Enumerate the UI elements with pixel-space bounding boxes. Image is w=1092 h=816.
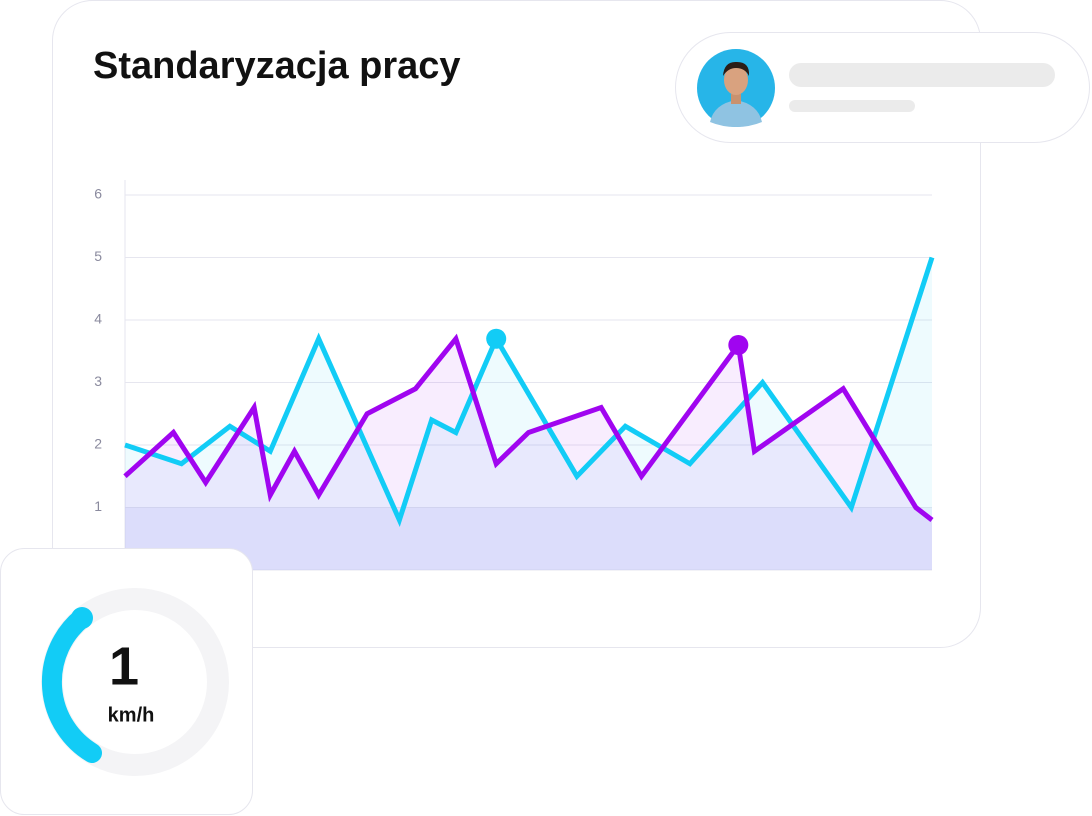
chart-card bbox=[52, 0, 981, 648]
avatar-neck bbox=[731, 94, 741, 104]
y-tick-label: 1 bbox=[94, 498, 102, 514]
profile-card bbox=[675, 32, 1090, 143]
highlight-point bbox=[486, 328, 507, 349]
gauge-arc bbox=[41, 608, 102, 763]
placeholder-line bbox=[789, 63, 1055, 87]
gauge-value: 1 bbox=[109, 636, 139, 696]
plot-base bbox=[125, 507, 932, 570]
line bbox=[123, 333, 934, 522]
y-tick-label: 6 bbox=[94, 186, 102, 202]
highlight-point bbox=[728, 335, 749, 355]
gauge-unit: km/h bbox=[108, 704, 155, 726]
chart-title: Standaryzacja pracy bbox=[93, 45, 461, 87]
y-tick-label: 2 bbox=[94, 436, 102, 452]
line bbox=[124, 256, 935, 527]
avatar-body bbox=[710, 100, 762, 127]
avatar-face bbox=[724, 65, 748, 95]
area bbox=[125, 338, 932, 570]
gauge-knob bbox=[71, 607, 93, 629]
placeholder-line bbox=[789, 100, 915, 112]
profile-pill bbox=[675, 32, 1090, 143]
area bbox=[125, 257, 932, 570]
y-tick-label: 3 bbox=[94, 373, 102, 389]
y-tick-label: 5 bbox=[94, 248, 102, 264]
plot: 1 2 3 4 5 6 bbox=[94, 180, 935, 571]
avatar-hair bbox=[723, 61, 750, 76]
y-tick-label: 4 bbox=[94, 311, 102, 327]
gauge-card: 1 km/h bbox=[0, 548, 253, 815]
